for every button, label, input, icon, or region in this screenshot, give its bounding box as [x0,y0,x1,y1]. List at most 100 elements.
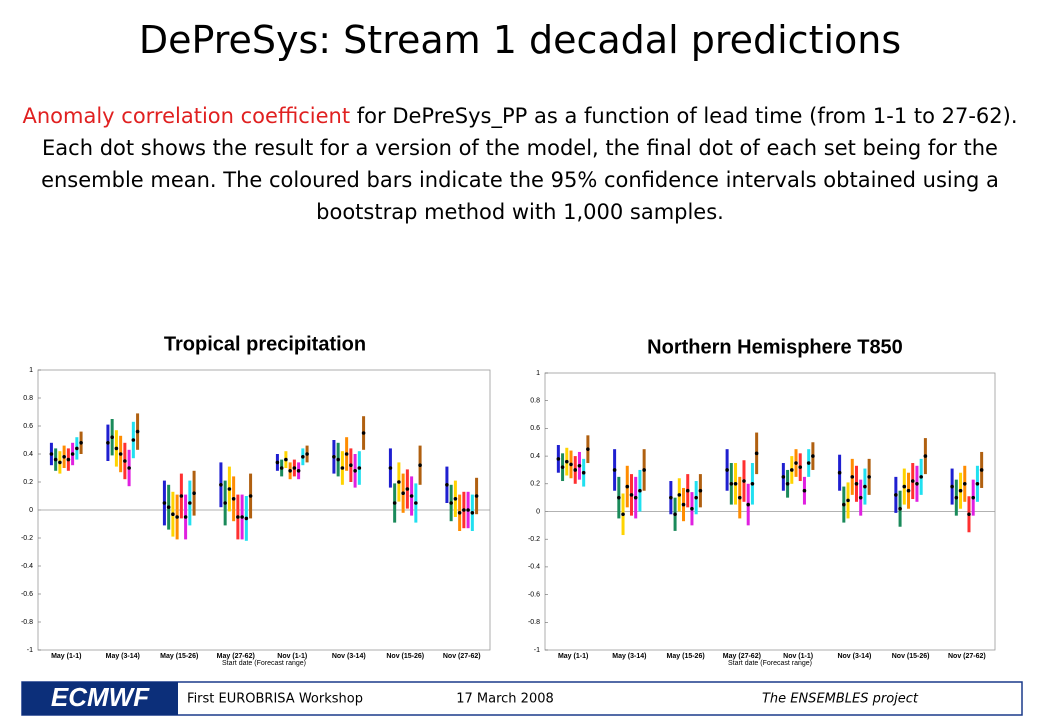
dot [915,482,919,486]
dot [284,457,288,462]
y-tick-label: -0.8 [528,619,540,626]
x-tick-label: Nov (3-14) [332,653,366,660]
x-tick-label: May (1-1) [51,653,81,660]
footer-right: The ENSEMBLES project [762,692,919,707]
dot [110,435,114,440]
y-tick-label: -0.6 [528,591,540,598]
x-tick-label: Nov (3-14) [837,653,871,660]
slide-title: DePreSys: Stream 1 decadal predictions [138,18,902,62]
x-tick-label: Nov (15-26) [892,653,930,660]
dot [58,460,62,465]
x-tick-label: Nov (27-62) [443,653,481,660]
dot [179,494,184,498]
dot [409,494,414,498]
dot [288,469,292,473]
dot [573,468,578,472]
dot [162,501,167,505]
dot [462,508,466,512]
y-tick-label: -0.8 [21,619,33,626]
y-tick-label: -0.2 [528,536,540,543]
x-tick-label: May (3-14) [106,653,140,660]
x-tick-label: May (3-14) [612,653,646,660]
dot [70,452,75,456]
dot [418,463,422,468]
dot [975,482,980,486]
dot [789,468,794,472]
dot [625,484,630,489]
dot [560,465,565,469]
dot [301,455,305,459]
dot [135,429,140,434]
y-tick-label: -0.4 [21,563,33,570]
dot [75,446,79,451]
y-tick-label: -0.6 [21,591,33,598]
dot [690,506,694,511]
dot [569,462,573,467]
dot [638,488,642,493]
dot [445,483,449,487]
y-tick-label: 0.2 [530,481,540,488]
footer-left: First EUROBRISA Workshop [187,692,363,707]
dot [449,501,453,505]
dot [131,438,136,442]
dot [737,495,742,500]
dot [811,454,815,458]
y-tick-label: 1 [536,370,540,377]
dot [633,495,638,500]
dot [577,463,582,468]
dot [681,502,686,507]
dot [781,475,786,479]
dot [846,498,850,503]
dot [49,452,54,456]
dot [910,479,915,483]
dot [66,457,71,462]
logo: ECMWF [51,682,150,712]
dot [457,511,462,515]
dot [750,482,755,486]
y-tick-label: -1 [27,647,33,654]
dot [336,457,340,462]
dot [858,495,863,500]
dot [694,495,698,500]
dot [340,466,345,470]
x-axis-label: Start date (Forecast range) [222,660,306,667]
dot [231,497,236,501]
dot [954,495,959,500]
dot [581,470,586,475]
dot [729,482,734,486]
dot [192,491,196,496]
dot [685,488,690,493]
y-tick-label: 0 [536,508,540,515]
dot [612,468,617,472]
dot [556,457,561,461]
dot [244,516,249,521]
dot [806,461,811,465]
dot [794,461,798,465]
dot [114,446,119,451]
description-text: for DePreSys_PP as a function of lead ti… [41,104,1018,224]
dot [470,511,475,515]
dot [183,515,188,519]
dot [746,502,751,507]
dot [979,468,984,472]
y-tick-label: 0.6 [530,425,540,432]
x-tick-label: May (27-62) [723,653,761,660]
dot [923,454,928,458]
dot [971,495,976,500]
dot [227,487,232,491]
dot [166,505,171,510]
y-tick-label: 0.8 [23,395,33,402]
dot [842,502,846,507]
dot [357,466,362,470]
dot [586,447,590,451]
dot [867,475,871,479]
x-tick-label: Nov (1-1) [277,653,307,660]
dot [414,501,418,505]
dot [677,493,682,497]
description: Anomaly correlation coefficient for DePr… [10,100,1030,228]
dot [344,452,349,456]
dot [621,512,625,517]
dot [967,512,971,517]
y-tick-label: 0.2 [23,479,33,486]
